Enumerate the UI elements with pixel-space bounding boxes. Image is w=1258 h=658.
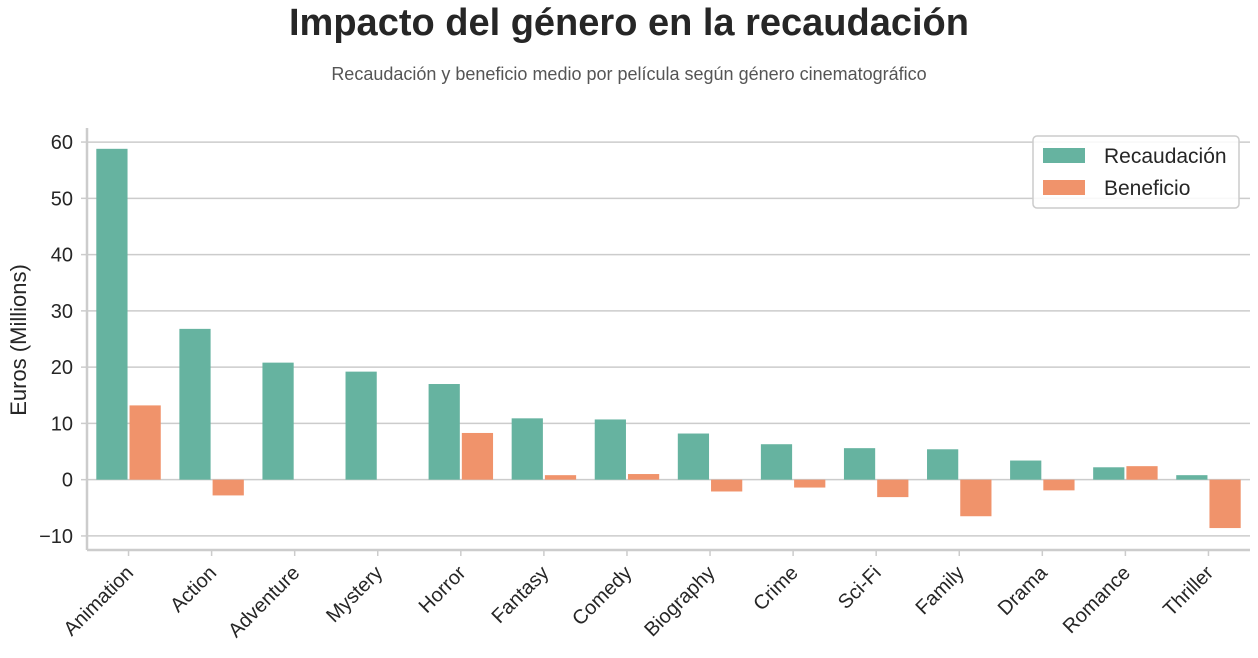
bar-recaudacion (511, 418, 543, 480)
y-tick-label: 50 (51, 188, 73, 210)
x-tick-label: Drama (994, 561, 1053, 620)
bar-beneficio (129, 405, 161, 480)
x-tick-label: Action (166, 562, 221, 617)
legend: Recaudación Beneficio (1032, 135, 1240, 209)
chart-title: Impacto del género en la recaudación (289, 2, 969, 44)
bar-recaudacion (1093, 467, 1125, 480)
bar-beneficio (461, 432, 494, 480)
bar-recaudacion (345, 371, 377, 480)
bar-beneficio (877, 479, 909, 498)
legend-label-recaudacion: Recaudación (1104, 145, 1227, 168)
bar-recaudacion (262, 362, 294, 480)
bar-recaudacion (760, 444, 793, 480)
legend-label-beneficio: Beneficio (1104, 177, 1190, 200)
bar-beneficio (1043, 479, 1075, 491)
bar-beneficio (960, 479, 992, 517)
x-tick-label: Fantasy (488, 562, 554, 628)
bar-beneficio (794, 479, 826, 488)
x-tick-label: Animation (60, 562, 138, 640)
x-tick-labels: Animation Action Adventure Mystery Horror Fan… (60, 550, 1218, 642)
bar-beneficio (1126, 466, 1158, 480)
x-tick-label: Horror (415, 562, 471, 618)
x-tick-label: Mystery (322, 562, 387, 627)
x-tick-label: Sci-Fi (834, 562, 886, 614)
y-tick-label: 40 (51, 245, 73, 267)
bar-beneficio (544, 475, 577, 480)
y-tick-labels: −10 0 10 20 30 40 50 60 (39, 132, 87, 548)
x-tick-label: Thriller (1159, 562, 1218, 621)
bar-recaudacion (594, 419, 626, 480)
bar-recaudacion (927, 449, 959, 480)
x-tick-label: Crime (749, 562, 802, 615)
legend-swatch-recaudacion (1043, 148, 1085, 163)
x-tick-label: Biography (640, 562, 719, 641)
bar-recaudacion (428, 384, 460, 480)
x-tick-label: Comedy (568, 562, 636, 630)
bar-recaudacion (1010, 460, 1042, 480)
bar-recaudacion (843, 448, 876, 480)
bar-beneficio (212, 479, 244, 496)
bar-beneficio (627, 474, 660, 480)
y-tick-label: 0 (62, 470, 73, 492)
bar-recaudacion (96, 148, 128, 480)
bar-recaudacion (677, 433, 710, 480)
legend-swatch-beneficio (1043, 180, 1085, 195)
y-axis-title: Euros (Millions) (6, 264, 31, 416)
bar-beneficio (1209, 479, 1241, 529)
chart-subtitle: Recaudación y beneficio medio por pelícu… (331, 64, 927, 84)
bar-recaudacion (1176, 475, 1208, 480)
y-tick-label: −10 (39, 526, 73, 548)
bar-beneficio (711, 479, 743, 492)
y-tick-label: 30 (51, 301, 73, 323)
bars (96, 148, 1241, 529)
x-tick-label: Adventure (224, 562, 304, 642)
x-tick-label: Family (912, 562, 969, 619)
bar-recaudacion (179, 328, 211, 480)
x-tick-label: Romance (1059, 562, 1135, 638)
y-tick-label: 20 (51, 357, 73, 379)
y-tick-label: 60 (51, 132, 73, 154)
y-tick-label: 10 (51, 413, 73, 435)
